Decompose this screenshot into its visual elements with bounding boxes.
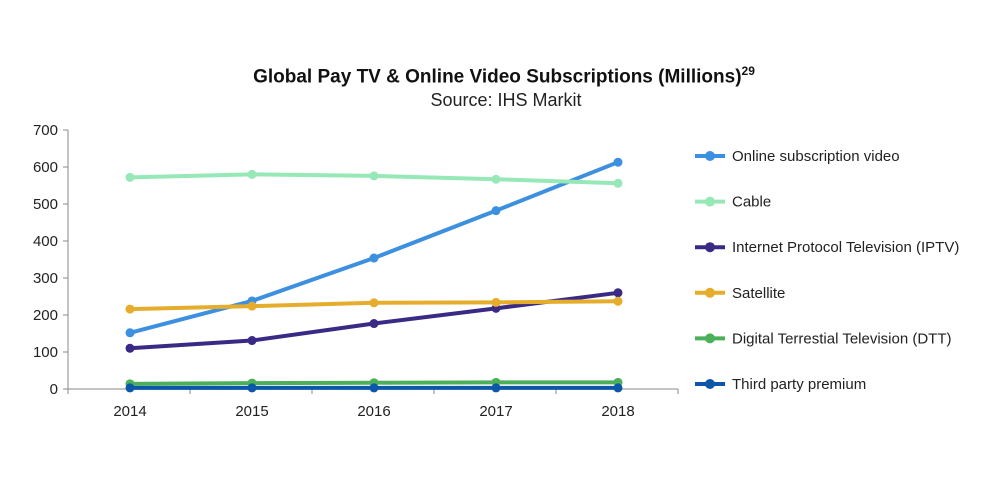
series-internet-protocol-television-iptv [125, 288, 623, 353]
series-online-subscription-video [125, 157, 623, 338]
series-satellite [125, 296, 623, 314]
legend: Online subscription video Cable Internet P… [695, 148, 959, 393]
data-point [369, 298, 379, 308]
chart-title-block: Global Pay TV & Online Video Subscriptio… [0, 64, 1000, 111]
legend-item: Internet Protocol Television (IPTV) [695, 239, 959, 256]
legend-label: Satellite [732, 285, 785, 302]
data-point [125, 172, 135, 182]
series-group [125, 157, 623, 393]
legend-label: Cable [732, 194, 771, 211]
legend-swatch-marker [705, 379, 715, 389]
data-point [491, 383, 501, 393]
legend-label: Digital Terrestial Television (DTT) [732, 330, 952, 347]
data-point [125, 328, 135, 338]
data-point [125, 383, 135, 393]
x-tick-label: 2015 [235, 403, 268, 420]
data-point [613, 178, 623, 188]
data-point [369, 319, 379, 329]
chart-title: Global Pay TV & Online Video Subscriptio… [253, 64, 755, 88]
series-cable [125, 169, 623, 188]
data-point [491, 174, 501, 184]
legend-item: Satellite [695, 285, 785, 302]
data-point [369, 253, 379, 263]
data-point [247, 169, 257, 179]
data-point [247, 383, 257, 393]
y-tick-label: 400 [33, 233, 58, 250]
y-tick-label: 500 [33, 196, 58, 213]
data-point [125, 304, 135, 314]
x-tick-label: 2016 [357, 403, 390, 420]
legend-swatch-marker [705, 242, 715, 253]
legend-swatch-marker [705, 151, 715, 161]
data-point [613, 288, 623, 298]
chart-title-footnote: 29 [741, 64, 755, 78]
chart-title-text: Global Pay TV & Online Video Subscriptio… [253, 66, 742, 88]
data-point [491, 206, 501, 216]
data-point [491, 297, 501, 307]
axes: 0 100 200 300 400 500 600 700 2014 2015 2016 2017 20… [33, 122, 679, 420]
data-point [613, 383, 623, 393]
legend-item: Third party premium [695, 376, 866, 393]
legend-item: Online subscription video [695, 148, 900, 165]
data-point [125, 343, 135, 353]
data-point [247, 336, 257, 346]
data-point [369, 383, 379, 393]
y-tick-label: 600 [33, 159, 58, 176]
legend-label: Internet Protocol Television (IPTV) [732, 239, 959, 256]
legend-swatch-marker [705, 287, 715, 298]
y-tick-label: 700 [33, 122, 58, 139]
y-tick-label: 300 [33, 270, 58, 287]
legend-item: Digital Terrestial Television (DTT) [695, 330, 952, 347]
chart-subtitle: Source: IHS Markit [430, 90, 582, 111]
legend-swatch-marker [705, 333, 715, 344]
legend-label: Online subscription video [732, 148, 900, 165]
data-point [613, 157, 623, 167]
data-point [247, 301, 257, 311]
x-tick-label: 2018 [601, 403, 634, 420]
x-tick-label: 2014 [113, 403, 146, 420]
y-tick-label: 100 [33, 344, 58, 361]
series-third-party-premium [125, 383, 623, 393]
legend-swatch-marker [705, 196, 715, 207]
x-tick-label: 2017 [479, 403, 512, 420]
legend-item: Cable [695, 194, 771, 211]
y-tick-label: 200 [33, 307, 58, 324]
y-tick-label: 0 [50, 381, 58, 398]
data-point [369, 171, 379, 181]
data-point [613, 296, 623, 306]
legend-label: Third party premium [732, 376, 866, 393]
